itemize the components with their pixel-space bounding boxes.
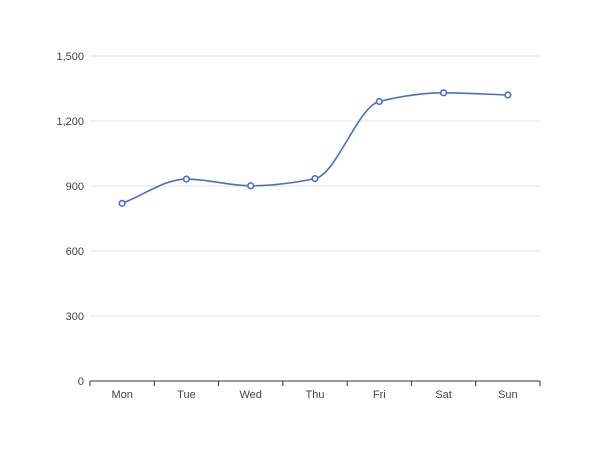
- series-line: [121, 92, 508, 205]
- y-tick-label: 300: [66, 311, 84, 323]
- y-axis: 0 300 600 900 1,200 1,500: [56, 51, 84, 388]
- points-layer: [118, 89, 512, 207]
- data-point-tue[interactable]: [182, 175, 191, 183]
- data-point-thu[interactable]: [311, 175, 319, 183]
- x-tick-label: Tue: [177, 389, 196, 401]
- data-point-mon[interactable]: [118, 199, 126, 207]
- y-tick-label: 0: [78, 376, 84, 388]
- x-tick-label: Fri: [373, 389, 386, 401]
- data-point-sun[interactable]: [504, 91, 512, 99]
- series-layer: [121, 92, 508, 205]
- data-point-wed[interactable]: [247, 182, 255, 190]
- x-tick-label: Wed: [240, 389, 262, 401]
- grid-layer: [90, 55, 540, 317]
- x-tick-label: Sun: [498, 389, 518, 401]
- x-tick-label: Mon: [111, 389, 132, 401]
- data-point-fri[interactable]: [375, 97, 383, 106]
- y-tick-label: 1,200: [56, 116, 84, 128]
- y-tick-label: 600: [66, 246, 84, 258]
- x-axis: Mon Tue Wed Thu Fri Sat Sun: [89, 380, 541, 401]
- data-point-sat[interactable]: [439, 89, 448, 97]
- x-tick-label: Thu: [306, 389, 325, 401]
- x-tick-label: Sat: [435, 389, 452, 401]
- y-tick-label: 1,500: [56, 51, 84, 63]
- y-tick-label: 900: [66, 181, 84, 193]
